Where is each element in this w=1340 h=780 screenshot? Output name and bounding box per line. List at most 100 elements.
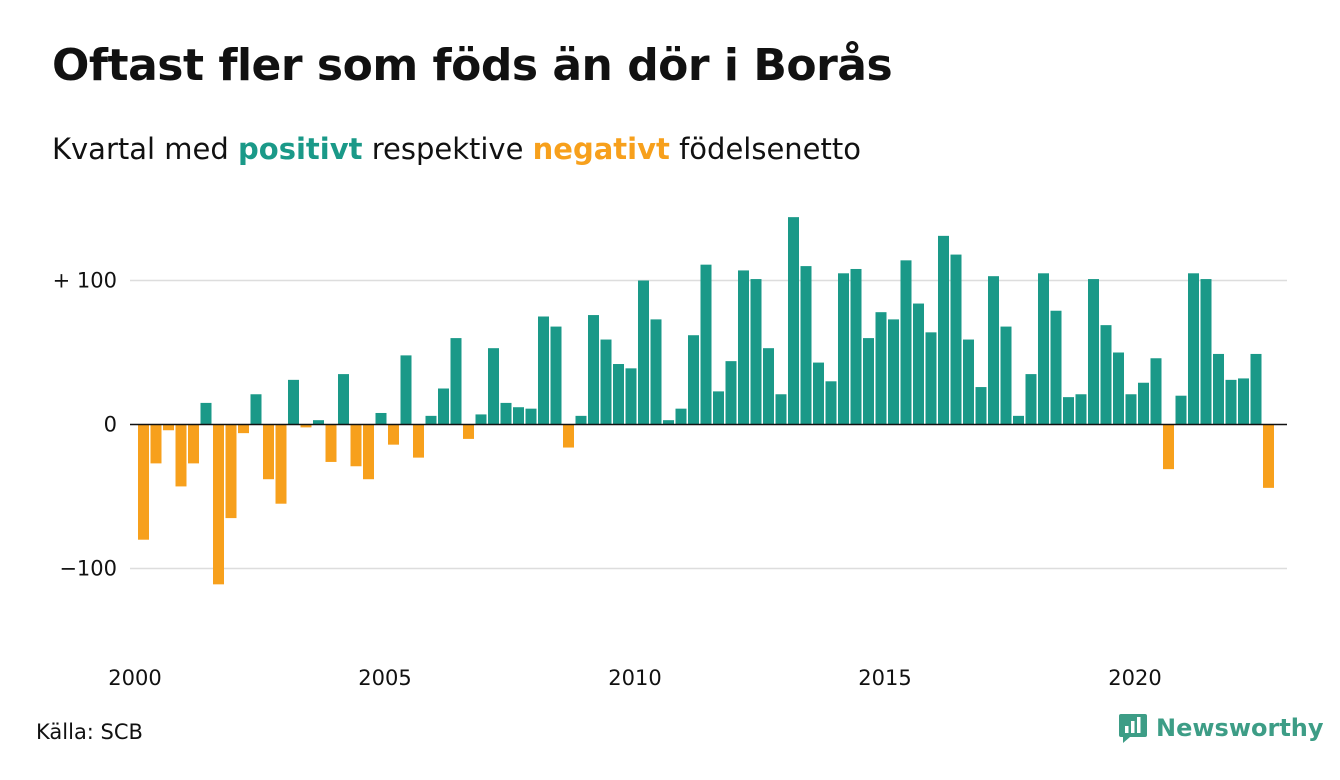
bar-positive	[1088, 279, 1099, 425]
bar-positive	[638, 280, 649, 425]
bar-positive	[788, 217, 799, 425]
bar-positive	[550, 326, 562, 425]
bar-positive	[1188, 273, 1199, 425]
bar-positive	[725, 361, 737, 425]
bar-positive	[825, 381, 837, 425]
bar-positive	[1038, 273, 1049, 425]
bar-positive	[1150, 358, 1162, 425]
bar-positive	[1100, 325, 1112, 425]
bar-positive	[438, 388, 449, 425]
x-tick-label: 2020	[1108, 666, 1161, 690]
bar-negative	[300, 424, 312, 428]
bar-positive	[1000, 326, 1012, 425]
subtitle-prefix: Kvartal med	[52, 132, 239, 166]
bar-positive	[650, 319, 662, 425]
newsworthy-logo-icon	[1119, 714, 1147, 743]
bar-positive	[738, 270, 749, 425]
bar-negative	[175, 424, 187, 487]
bar-negative	[213, 424, 224, 585]
source-note: Källa: SCB	[36, 720, 143, 744]
bar-positive	[1013, 415, 1024, 425]
y-axis-labels: + 100 0 −100	[53, 269, 117, 581]
bar-positive	[288, 379, 299, 425]
bar-negative	[263, 424, 274, 480]
y-tick-label: −100	[59, 557, 117, 581]
bar-negative	[1163, 424, 1174, 470]
bar-positive	[1200, 279, 1212, 425]
bar-positive	[600, 339, 612, 425]
bar-positive	[1238, 378, 1249, 425]
bar-negative	[188, 424, 199, 464]
bar-positive	[1225, 379, 1237, 425]
bar-negative	[150, 424, 162, 464]
bar-positive	[375, 412, 387, 425]
bar-positive	[950, 254, 962, 425]
brand[interactable]: Newsworthy	[1118, 712, 1324, 744]
bar-positive	[763, 348, 774, 425]
subtitle-negative-word: negativt	[532, 132, 670, 166]
bar-positive	[425, 415, 437, 425]
y-tick-label: 0	[104, 413, 117, 437]
bar-positive	[1138, 382, 1149, 425]
bar-negative	[325, 424, 337, 462]
bar-positive	[625, 368, 637, 425]
bar-positive	[675, 408, 687, 425]
bar-positive	[700, 264, 712, 425]
x-tick-label: 2010	[608, 666, 661, 690]
x-tick-label: 2015	[858, 666, 911, 690]
bar-negative	[275, 424, 287, 504]
bar-positive	[888, 319, 899, 425]
bar-positive	[200, 402, 212, 425]
x-axis-labels: 2000 2005 2010 2015 2020	[108, 666, 1161, 690]
bar-negative	[413, 424, 424, 458]
bar-positive	[338, 374, 349, 425]
bar-positive	[500, 402, 512, 425]
bar-negative	[563, 424, 574, 448]
bar-positive	[925, 332, 937, 425]
bar-negative	[1263, 424, 1274, 488]
x-tick-label: 2000	[108, 666, 161, 690]
bar-positive	[663, 420, 674, 425]
y-tick-label: + 100	[53, 269, 117, 293]
bar-positive	[400, 355, 412, 425]
bar-positive	[913, 303, 924, 425]
bar-positive	[588, 315, 599, 425]
bar-positive	[838, 273, 849, 425]
bar-negative	[463, 424, 474, 439]
bar-positive	[850, 268, 862, 425]
bars	[138, 217, 1274, 585]
bar-negative	[238, 424, 249, 434]
bar-positive	[938, 235, 949, 425]
bar-positive	[575, 415, 587, 425]
subtitle-positive-word: positivt	[238, 132, 363, 166]
bar-negative	[350, 424, 362, 467]
bar-positive	[450, 338, 462, 425]
bar-positive	[750, 279, 762, 425]
subtitle-middle: respektive	[362, 132, 533, 166]
bar-positive	[963, 339, 974, 425]
chart-title: Oftast fler som föds än dör i Borås	[52, 40, 893, 91]
bar-positive	[613, 364, 624, 425]
bar-positive	[975, 387, 987, 425]
subtitle-suffix: födelsenetto	[669, 132, 861, 166]
bar-positive	[813, 362, 824, 425]
bar-positive	[1113, 352, 1124, 425]
bar-positive	[513, 407, 524, 425]
bar-negative	[225, 424, 237, 519]
bar-positive	[713, 391, 724, 425]
brand-name: Newsworthy	[1156, 714, 1324, 742]
bar-positive	[488, 348, 499, 425]
bar-positive	[1063, 397, 1074, 425]
bar-negative	[363, 424, 374, 480]
bar-negative	[388, 424, 399, 445]
chart-subtitle: Kvartal med positivt respektive negativt…	[52, 132, 861, 166]
bar-positive	[1075, 394, 1087, 425]
bar-negative	[163, 424, 174, 431]
bar-positive	[900, 260, 912, 425]
bar-negative	[138, 424, 149, 540]
bar-positive	[800, 266, 812, 425]
bar-positive	[475, 414, 487, 425]
bar-positive	[313, 420, 324, 425]
bar-positive	[1125, 394, 1137, 425]
bar-chart: + 100 0 −100 2000 2005 2010 2015 2020	[53, 217, 1287, 690]
